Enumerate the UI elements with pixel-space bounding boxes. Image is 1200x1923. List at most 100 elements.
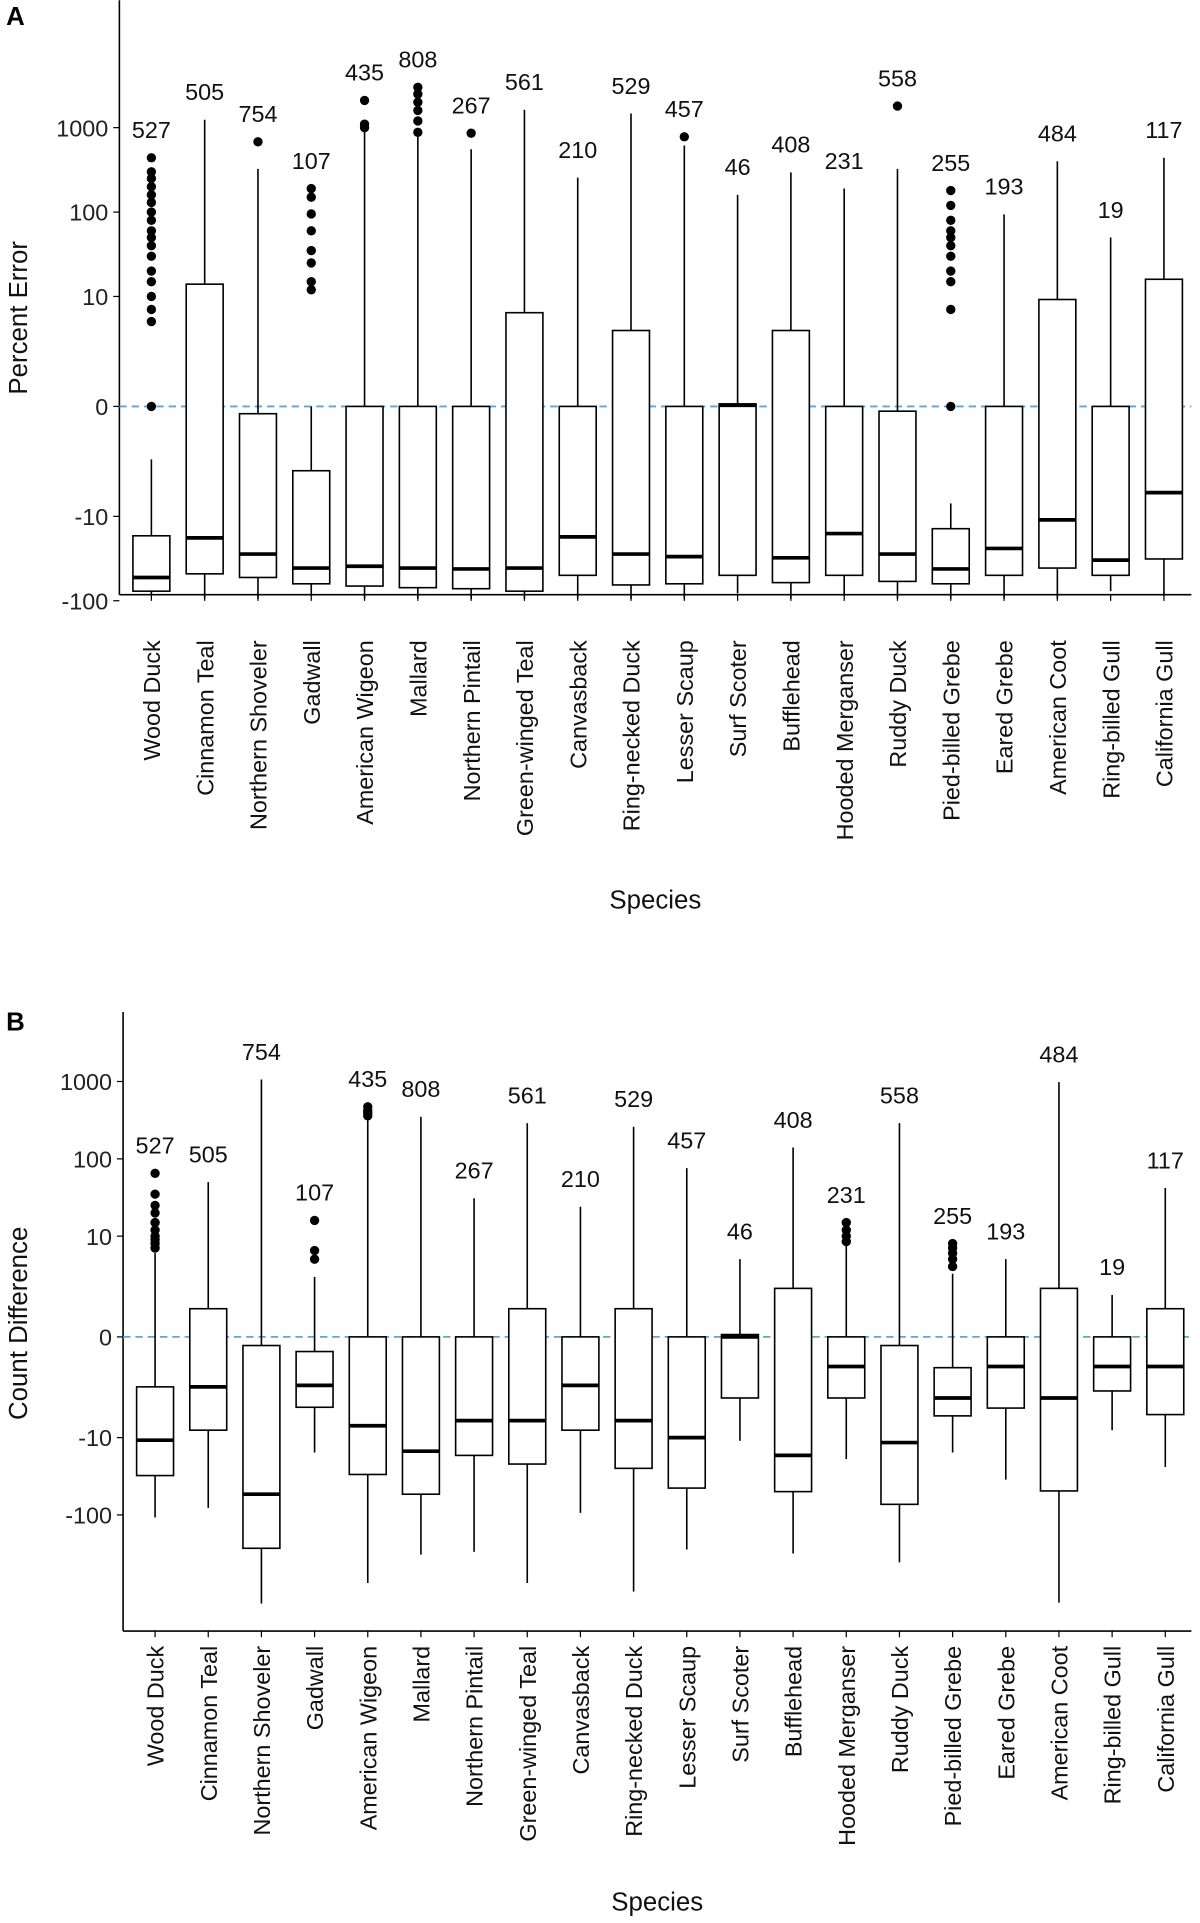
iqr-box <box>185 283 224 575</box>
iqr-box <box>348 1336 388 1476</box>
x-tick-label: Green-winged Teal <box>512 640 538 836</box>
iqr-box <box>1091 405 1130 577</box>
sample-size-label: 558 <box>878 65 917 91</box>
outlier-point <box>946 200 956 211</box>
box-eared-grebe: 193 Eared Grebe <box>985 174 1024 774</box>
box-surf-scoter: 46 Surf Scoter <box>720 1218 760 1763</box>
sample-size-label: 457 <box>665 96 704 122</box>
x-tick-label: Bufflehead <box>779 640 805 751</box>
outlier-point <box>146 401 157 412</box>
outlier-point <box>150 1225 160 1235</box>
iqr-box <box>611 329 651 586</box>
box-american-coot: 484 American Coot <box>1038 121 1077 795</box>
outlier-point <box>146 173 157 184</box>
x-tick-label: Eared Grebe <box>992 640 1018 774</box>
sample-size-label: 484 <box>1039 1041 1078 1067</box>
outlier-point <box>946 401 956 412</box>
sample-size-label: 561 <box>508 1082 547 1108</box>
box-canvasback: 210 Canvasback <box>561 1166 600 1774</box>
sample-size-label: 505 <box>185 79 224 105</box>
iqr-box <box>773 1287 813 1493</box>
box-mallard: 808 Mallard <box>401 1076 440 1722</box>
iqr-box <box>401 1336 441 1496</box>
outlier-point <box>146 276 157 287</box>
sample-size-label: 808 <box>398 47 437 73</box>
y-tick-label: 1000 <box>56 115 108 141</box>
box-american-wigeon: 435 American Wigeon <box>348 1066 387 1830</box>
x-tick-label: Pied-billed Grebe <box>940 1646 966 1827</box>
outlier-point <box>146 167 157 177</box>
outlier-point <box>146 197 157 208</box>
outlier-point <box>946 215 956 225</box>
outlier-point <box>413 127 423 138</box>
outlier-point <box>146 241 157 251</box>
iqr-box <box>188 1307 228 1431</box>
x-tick-label: Northern Shoveler <box>249 1646 275 1836</box>
outlier-point <box>413 89 423 99</box>
iqr-box <box>667 1336 707 1489</box>
box-northern-shoveler: 754 Northern Shoveler <box>238 101 277 830</box>
sample-size-label: 255 <box>931 150 970 176</box>
x-tick-label: Pied-billed Grebe <box>938 640 964 821</box>
sample-size-label: 558 <box>880 1082 919 1108</box>
iqr-box <box>931 527 971 585</box>
x-tick-label: American Wigeon <box>355 1646 381 1830</box>
sample-size-label: 435 <box>345 60 384 86</box>
x-tick-label: Ruddy Duck <box>887 1646 913 1774</box>
outlier-point <box>150 1200 160 1211</box>
iqr-box <box>986 1336 1026 1409</box>
outlier-point <box>146 153 157 163</box>
outlier-point <box>146 215 157 225</box>
box-northern-pintail: 267 Northern Pintail <box>455 1158 494 1807</box>
x-tick-label: Green-winged Teal <box>515 1646 541 1842</box>
outlier-point <box>309 1215 320 1226</box>
y-tick-label: -100 <box>62 588 109 614</box>
x-tick-label: Lesser Scaup <box>672 640 698 783</box>
x-tick-label: Bufflehead <box>781 1646 807 1757</box>
sample-size-label: 210 <box>558 137 597 163</box>
box-surf-scoter: 46 Surf Scoter <box>718 154 757 757</box>
iqr-box <box>1039 1287 1079 1492</box>
x-tick-label: Hooded Merganser <box>832 640 858 840</box>
outlier-point <box>947 1238 958 1249</box>
outlier-point <box>946 232 956 243</box>
sample-size-label: 267 <box>452 92 491 118</box>
x-tick-label: Canvasback <box>565 640 591 769</box>
box-ring-billed-gull: 19 Ring-billed Gull <box>1091 197 1130 799</box>
sample-size-label: 46 <box>727 1218 753 1244</box>
outlier-point <box>306 226 316 236</box>
outlier-point <box>306 276 316 287</box>
y-tick-label: -10 <box>75 504 109 530</box>
box-northern-shoveler: 754 Northern Shoveler <box>242 1039 281 1836</box>
outlier-point <box>413 116 423 126</box>
outlier-point <box>946 241 956 251</box>
outlier-point <box>146 207 157 217</box>
outlier-point <box>306 285 316 295</box>
x-tick-label: Ring-necked Duck <box>619 640 645 831</box>
x-tick-label: Ring-billed Gull <box>1100 1646 1126 1805</box>
sample-size-label: 46 <box>725 154 751 180</box>
x-tick-label: Ring-necked Duck <box>621 1645 647 1836</box>
sample-size-label: 484 <box>1038 121 1077 147</box>
x-tick-label: Hooded Merganser <box>834 1646 860 1846</box>
sample-size-label: 210 <box>561 1166 600 1192</box>
sample-size-label: 408 <box>771 132 810 158</box>
iqr-box <box>614 1307 653 1470</box>
iqr-box <box>1146 1307 1185 1416</box>
outlier-point <box>946 226 956 236</box>
sample-size-label: 754 <box>242 1039 281 1065</box>
sample-size-label: 408 <box>774 1107 813 1133</box>
sample-size-label: 754 <box>238 101 277 127</box>
x-tick-label: Mallard <box>405 640 431 717</box>
outlier-point <box>892 101 903 111</box>
iqr-box <box>824 405 864 577</box>
outlier-point <box>413 105 423 116</box>
x-tick-label: Ring-billed Gull <box>1098 640 1124 799</box>
x-tick-label: Lesser Scaup <box>674 1646 700 1789</box>
iqr-box <box>132 534 171 592</box>
outlier-point <box>363 1102 373 1112</box>
box-lesser-scaup: 457 Lesser Scaup <box>665 96 704 783</box>
